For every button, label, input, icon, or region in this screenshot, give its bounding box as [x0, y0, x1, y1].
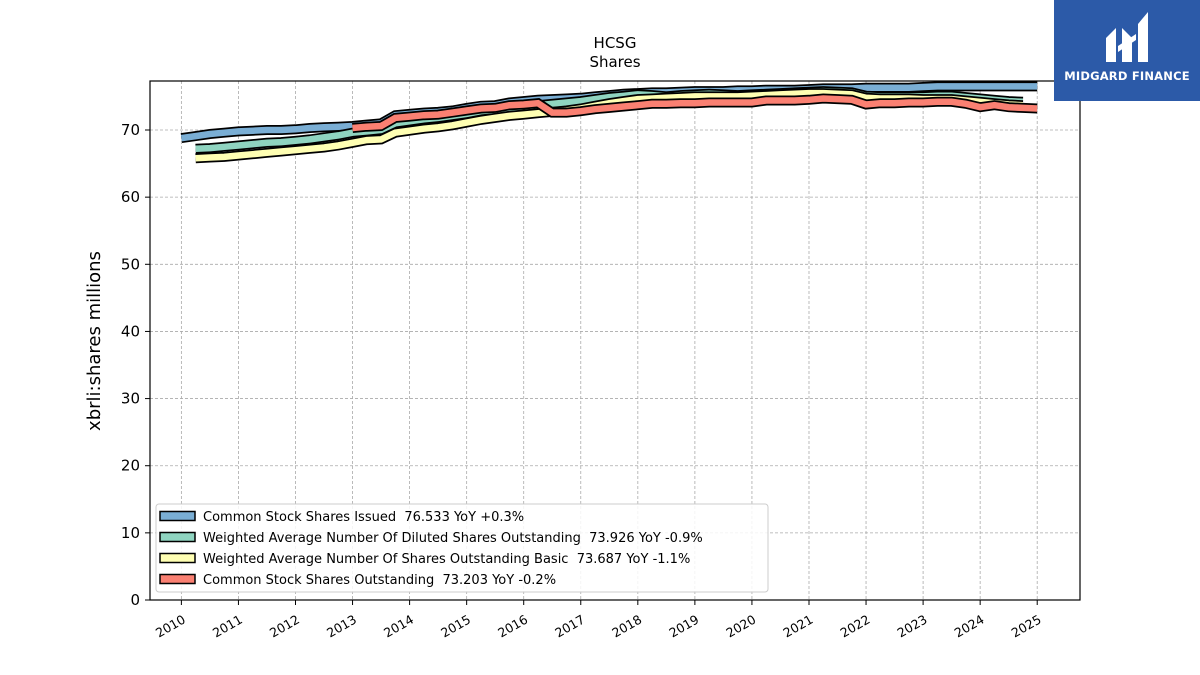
plot-frame: [149, 80, 1081, 601]
x-tick-label: 2019: [666, 612, 701, 641]
legend-swatch: [159, 510, 196, 522]
x-tick-label: 2016: [495, 612, 530, 641]
legend-box: [155, 503, 769, 593]
x-tick-label: 2014: [381, 612, 416, 641]
legend-label: Common Stock Shares Outstanding 73.203 Y…: [203, 573, 556, 588]
chart-title: HCSG: [594, 34, 637, 52]
y-tick-label: 50: [121, 255, 140, 273]
y-tick-label: 70: [121, 121, 140, 139]
legend-swatch: [159, 573, 196, 585]
series-line-4: [352, 95, 1038, 132]
y-tick-label: 40: [121, 322, 140, 340]
chart-subtitle: Shares: [589, 53, 640, 71]
legend-label: Weighted Average Number Of Diluted Share…: [203, 531, 703, 546]
y-tick-label: 10: [121, 524, 140, 542]
x-tick-label: 2017: [552, 612, 587, 641]
y-axis-label: xbrli:shares millions: [84, 251, 105, 431]
x-tick-label: 2011: [210, 612, 245, 641]
x-tick-label: 2025: [1009, 612, 1044, 641]
y-tick-label: 20: [121, 457, 140, 475]
x-tick-label: 2013: [324, 612, 359, 641]
brand-logo: MIDGARD FINANCE: [1054, 0, 1200, 101]
logo-text: MIDGARD FINANCE: [1064, 69, 1190, 83]
plot-lines: [180, 81, 1038, 164]
legend: Common Stock Shares Issued 76.533 YoY +0…: [155, 503, 769, 593]
x-tick-label: 2020: [723, 612, 758, 641]
x-tick-label: 2012: [267, 612, 302, 641]
legend-label: Weighted Average Number Of Shares Outsta…: [203, 552, 690, 567]
x-tick-label: 2015: [438, 612, 473, 641]
x-tick-label: 2021: [780, 612, 815, 641]
x-tick-label: 2010: [153, 612, 188, 641]
y-tick-label: 30: [121, 390, 140, 408]
legend-swatch: [159, 531, 196, 543]
legend-label: Common Stock Shares Issued 76.533 YoY +0…: [203, 510, 524, 525]
logo-mark-icon: [1106, 12, 1148, 62]
legend-swatch: [159, 552, 196, 564]
x-axis: 2010 2011 2012 2013 2014 2015 2016 2017 2018 2019…: [153, 600, 1044, 641]
x-tick-label: 2024: [952, 612, 987, 641]
x-tick-label: 2023: [895, 612, 930, 641]
x-tick-label: 2018: [609, 612, 644, 641]
y-axis: 0 10 20 30 40 50 60 70: [121, 121, 150, 609]
y-tick-label: 0: [130, 591, 140, 609]
x-tick-label: 2022: [837, 612, 872, 641]
y-tick-label: 60: [121, 188, 140, 206]
